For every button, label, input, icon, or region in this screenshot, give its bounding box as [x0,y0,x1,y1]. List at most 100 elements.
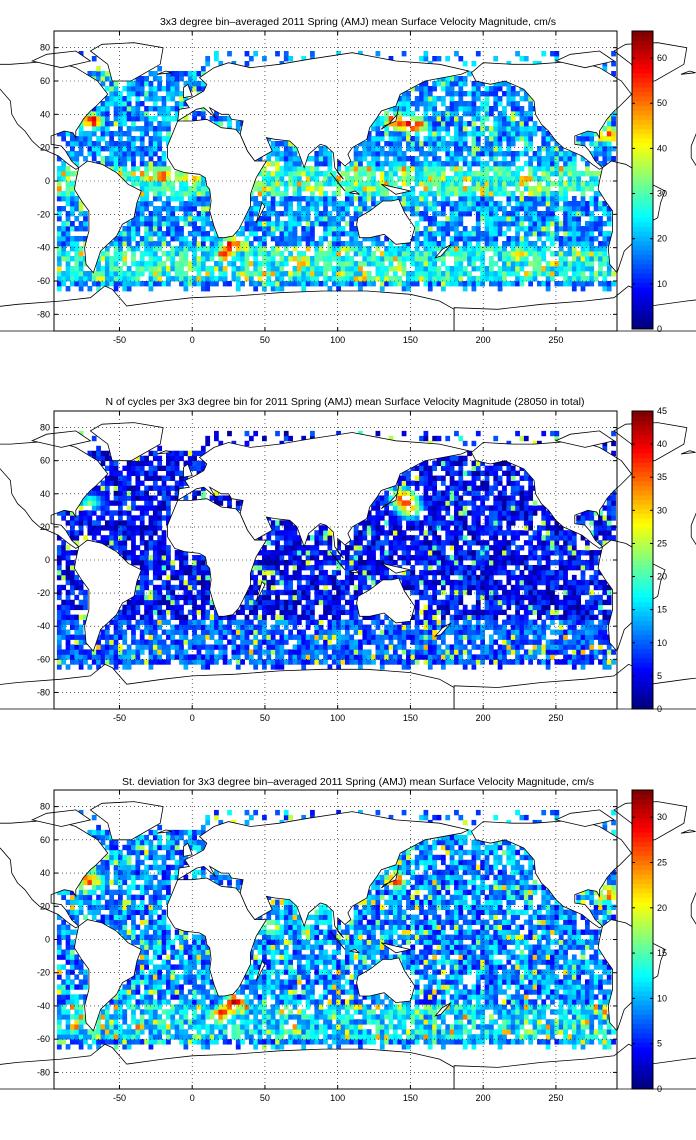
heatmap-cell [205,236,211,242]
heatmap-cell [131,86,136,92]
heatmap-cell [532,604,538,611]
heatmap-cell [340,589,346,596]
heatmap-cell [528,101,534,107]
heatmap-cell [74,246,80,252]
heatmap-cell [589,619,595,625]
heatmap-cell [379,664,385,670]
heatmap-cell [96,76,101,82]
heatmap-cell [148,126,154,132]
heatmap-cell [515,271,520,277]
heatmap-cell [554,251,560,257]
colorbar-step [632,110,653,116]
heatmap-cell [296,281,302,287]
heatmap-cell [436,126,442,132]
heatmap-cell [266,156,272,162]
heatmap-cell [314,634,320,640]
heatmap-cell [576,589,582,596]
heatmap-cell [558,181,564,187]
heatmap-cell [602,281,608,287]
heatmap-cell [200,644,206,650]
heatmap-cell [70,186,75,192]
heatmap-cell [331,256,337,262]
heatmap-cell [593,584,599,591]
heatmap-cell [523,256,529,262]
heatmap-cell [410,659,416,665]
heatmap-cell [209,634,215,640]
heatmap-cell [550,51,555,57]
heatmap-cell [397,121,403,127]
heatmap-cell [436,181,442,187]
heatmap-cell [589,654,595,660]
heatmap-cell [323,276,328,282]
heatmap-cell [283,281,289,287]
heatmap-cell [379,116,385,122]
heatmap-cell [231,261,237,267]
heatmap-cell [227,121,232,127]
heatmap-cell [78,126,84,132]
colorbar-tick-label: 0 [657,324,662,334]
heatmap-cell [611,271,616,277]
heatmap-cell [122,141,128,147]
heatmap-cell [148,121,154,127]
heatmap-cell [458,126,464,132]
heatmap-cell [414,276,420,282]
heatmap-cell [205,654,211,660]
heatmap-cell [152,639,158,645]
heatmap-cell [384,196,389,202]
heatmap-cell [78,639,84,645]
heatmap-cell [327,594,333,601]
heatmap-cell [327,261,333,267]
heatmap-cell [397,266,403,272]
heatmap-cell [179,226,184,232]
heatmap-cell [314,594,320,601]
heatmap-cell [270,171,276,177]
heatmap-cell [510,181,516,187]
heatmap-cell [152,131,158,137]
heatmap-cell [488,649,494,655]
heatmap-cell [109,96,115,102]
heatmap-cell [353,166,359,172]
heatmap-cell [192,71,197,77]
heatmap-cell [611,116,616,122]
heatmap-cell [166,176,171,182]
heatmap-cell [471,136,477,142]
heatmap-cell [65,286,71,292]
heatmap-cell [301,271,307,277]
heatmap-cell [214,246,219,252]
heatmap-cell [567,176,573,182]
heatmap-cell [78,276,84,282]
heatmap-cell [61,276,67,282]
heatmap-cell [240,251,245,257]
heatmap-cell [366,634,372,640]
heatmap-cell [410,276,416,282]
heatmap-cell [502,276,507,282]
heatmap-cell [445,221,451,227]
heatmap-cell [480,649,486,655]
heatmap-cell [174,614,180,620]
x-tick-label: 150 [403,335,418,345]
heatmap-cell [423,96,429,102]
heatmap-cell [109,86,115,92]
heatmap-cell [432,176,437,182]
heatmap-cell [598,131,603,137]
heatmap-cell [139,131,145,137]
heatmap-cell [467,281,472,287]
heatmap-cell [362,171,368,177]
heatmap-cell [388,176,394,182]
heatmap-cell [436,281,442,287]
heatmap-cell [257,241,263,247]
heatmap-cell [353,231,359,237]
heatmap-cell [200,206,206,212]
heatmap-cell [100,644,106,650]
heatmap-cell [471,186,477,192]
heatmap-cell [118,111,123,117]
heatmap-cell [401,639,407,645]
heatmap-cell [475,221,481,227]
heatmap-cell [436,116,442,122]
heatmap-cell [414,251,420,257]
heatmap-cell [222,649,228,655]
heatmap-cell [506,619,512,625]
heatmap-cell [440,86,446,92]
heatmap-cell [602,619,608,625]
